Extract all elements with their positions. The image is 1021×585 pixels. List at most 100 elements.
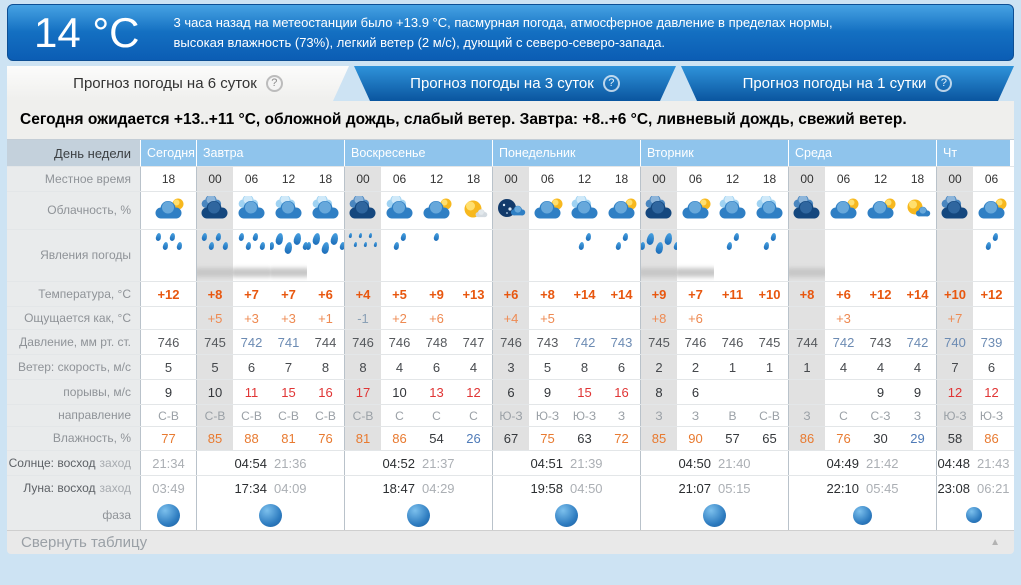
gusts-row: порывы, м/с 9 10 11 15 16 17 10 13 12 6 9 15 16 8 6 9 9 12… [7,379,1014,404]
wind-speed-row-cell: 5 [196,355,233,379]
gusts-row-cell: 15 [281,384,296,400]
day-of-week-header: День недели [7,140,140,166]
sunset-time: 21:42 [866,455,899,471]
wind-speed-row-cell: 7 [284,359,293,375]
raindrop-icon [244,241,252,251]
wind-direction-row-cell: С-В [344,405,381,426]
pressure-row-cell: 745 [758,334,781,350]
temperature-row-cell: +8 [540,286,555,302]
feels-like-row-cell: +7 [936,307,973,329]
tab-forecast-3-days[interactable]: Прогноз погоды на 3 суток? [354,66,676,101]
wind-speed-row: Ветер: скорость, м/с 5 5 6 7 8 8 4 6 4 3 5 8 6 2 2 1 1 1 4 4… [7,354,1014,379]
pressure-row: Давление, мм рт. ст. 746 745 742 741 744 746 74… [7,329,1014,354]
help-icon[interactable]: ? [935,75,952,92]
time-row-cell: 12 [725,172,740,186]
day-header-5: Вторник [640,140,788,166]
raindrop-icon [399,232,407,242]
gusts-row-cell: 16 [318,384,333,400]
feels-like-row-cell: +5 [196,307,233,329]
feels-like-row-cell [714,307,751,329]
humidity-row-cell: 29 [910,431,925,446]
wind-direction-row-cell: Ю-З [572,408,597,423]
cloudiness-row-cell [973,192,1010,229]
moon-phase-row-cell [492,500,640,530]
pressure-row-cell: 742 [832,334,855,350]
help-icon[interactable]: ? [603,75,620,92]
cloudiness-row-cell [677,192,714,229]
wind-direction-row-cell: С-В [196,405,233,426]
gusts-row-cell: 11 [244,384,259,400]
humidity-row-cell: 26 [466,431,481,446]
pressure-row-cell: 746 [492,330,529,354]
moonset-time: 03:49 [152,480,185,496]
wind-direction-row-cell: С [395,408,404,423]
moonrise-time: 18:47 [382,480,415,496]
cloud-sun-icon [605,196,639,225]
temperature-row-cell: +5 [392,286,407,302]
raindrop-icon [307,241,312,251]
wind-direction-row-cell: Ю-З [936,405,973,426]
cloud-sun-icon [152,196,186,225]
feels-like-row-cell: +3 [281,310,296,326]
phenomena-row-cell [233,230,270,281]
moon-phase-icon [407,503,430,527]
sun-cloud-icon [901,196,935,225]
time-row-cell: 06 [540,172,555,186]
wind-direction-row-cell: З [617,408,626,423]
pressure-row-cell: 742 [240,334,263,350]
temperature-row-cell: +8 [788,282,825,306]
day-header-7: Чт [936,140,1010,166]
feels-like-row-cell: +6 [429,310,444,326]
raindrop-icon [201,232,208,242]
help-icon[interactable]: ? [266,75,283,92]
pressure-row-cell: 744 [788,330,825,354]
gusts-row-cell: 10 [392,384,407,400]
raindrop-icon [329,232,340,246]
raindrop-icon [222,241,229,251]
cloudiness-row-cell [455,192,492,229]
raindrop-icon [621,232,629,242]
temperature-row-cell: +6 [492,282,529,306]
raindrop-icon [237,232,245,242]
tab-forecast-6-days[interactable]: Прогноз погоды на 6 суток? [7,66,349,101]
cloudiness-row-cell [344,192,381,229]
wind-direction-row-cell: С [432,408,441,423]
sunrise-time: 04:52 [382,455,415,471]
pressure-row-cell: 746 [140,330,196,354]
humidity-row-cell: 77 [140,427,196,450]
moon-row-cell: 23:08 06:21 [936,476,1010,500]
raindrop-icon [358,232,363,239]
forecast-summary: Сегодня ожидается +13..+11 °C, обложной … [7,101,1014,139]
wind-direction-row-cell: С [839,408,848,423]
gusts-row-cell [714,380,751,404]
raindrop-icon [283,241,294,255]
day-header-4: Понедельник [492,140,640,166]
sun-row-cell: 21:34 [140,451,196,475]
feels-like-row-cell: +1 [318,310,333,326]
humidity-row: Влажность, % 77 85 88 81 76 81 86 54 26 67 75 63 72 85… [7,426,1014,450]
feels-like-row-cell: +2 [392,310,407,326]
row-label-cloudiness: Облачность, % [7,192,140,229]
humidity-row-cell: 65 [762,431,777,446]
wind-direction-row-cell: В [728,408,737,423]
cloudiness-row-cell [418,192,455,229]
row-label-moon-phase: фаза [7,500,140,530]
temperature-row-cell: +7 [281,286,296,302]
tab-forecast-1-day[interactable]: Прогноз погоды на 1 сутки? [681,66,1014,101]
wind-speed-row-cell: 1 [788,355,825,379]
feels-like-row-cell: +6 [688,310,703,326]
collapse-table-button[interactable]: Свернуть таблицу ▲ [7,530,1014,554]
sunset-time: 21:34 [152,455,185,471]
feels-like-row-cell [788,307,825,329]
dark-clouds-icon [642,194,676,225]
sun-row-cell: 04:52 21:37 [344,451,492,475]
gusts-row-cell [751,380,788,404]
sunset-time: 21:43 [977,455,1010,471]
cloudiness-row-cell [899,192,936,229]
collapse-arrow-icon: ▲ [990,537,1000,548]
temperature-row-cell: +14 [906,286,929,302]
row-label-feels-like: Ощущается как, °C [7,307,140,329]
gusts-row-cell: 17 [344,380,381,404]
temperature-row-cell: +13 [462,286,485,302]
sun-row-cell: 04:54 21:36 [196,451,344,475]
